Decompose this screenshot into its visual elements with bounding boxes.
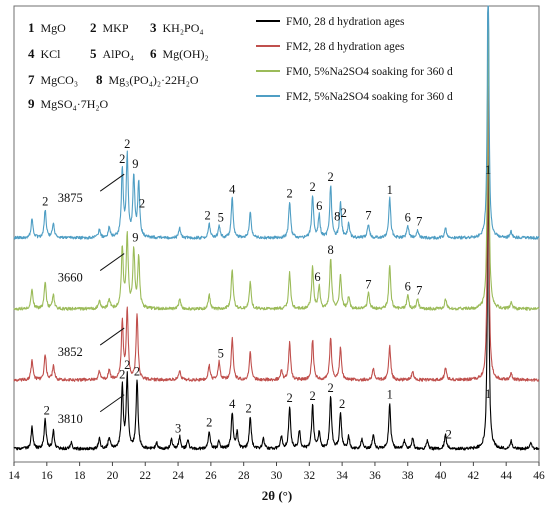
peak-label: 7 xyxy=(365,209,371,223)
phase-legend-item: 6 Mg(OH)₂ xyxy=(150,46,209,61)
peak-label: 7 xyxy=(365,278,371,292)
peak-label: 5 xyxy=(218,210,224,224)
peak-label: 2 xyxy=(119,152,125,166)
legend-label: FM0, 28 d hydration ages xyxy=(286,16,405,28)
series-line-1 xyxy=(13,85,540,382)
peak-label: 6 xyxy=(314,270,320,284)
peak-label: 2 xyxy=(286,187,292,201)
peak-label: 2 xyxy=(44,403,50,417)
peak-label: 3 xyxy=(175,421,181,435)
plot-frame xyxy=(13,5,540,463)
peak-label: 6 xyxy=(405,211,411,225)
phase-legend-item: 8 Mg₃(PO₄)₂·22H₂O xyxy=(96,72,199,87)
x-tick-label: 38 xyxy=(402,470,414,482)
x-tick-label: 24 xyxy=(172,470,184,482)
x-tick-label: 42 xyxy=(468,470,480,482)
peak-label: 6 xyxy=(405,280,411,294)
peak-label: 2 xyxy=(339,397,345,411)
x-tick-label: 40 xyxy=(435,470,447,482)
peak-label: 2 xyxy=(204,209,210,223)
phase-legend-item: 3 KH₂PO₄ xyxy=(150,20,204,35)
x-tick-label: 14 xyxy=(8,470,20,482)
peak-label: 2 xyxy=(327,381,333,395)
callout-leader xyxy=(99,253,125,272)
peak-label: 1 xyxy=(485,387,491,401)
peak-label: 2 xyxy=(446,428,452,442)
series-line-2 xyxy=(13,16,540,311)
peak-label: 2 xyxy=(139,197,145,211)
series-layer xyxy=(13,5,540,451)
callout-label: 3852 xyxy=(58,345,83,359)
peak-label: 7 xyxy=(416,215,422,229)
x-tick-label: 36 xyxy=(369,470,381,482)
peak-label: 5 xyxy=(218,346,224,360)
peak-label: 4 xyxy=(229,397,236,411)
peak-label: 2 xyxy=(245,402,251,416)
phase-legend-item: 9 MgSO₄·7H₂O xyxy=(28,96,109,111)
phase-legend-item: 5 AlPO₄ xyxy=(90,46,134,61)
callout-label: 3875 xyxy=(58,191,83,205)
peak-label: 2 xyxy=(309,180,315,194)
peak-label: 8 xyxy=(327,243,333,257)
phase-legend-item: 1 MgO xyxy=(28,20,66,35)
legend-label: FM2, 5%Na2SO4 soaking for 360 d xyxy=(286,91,453,103)
series-legend: FM0, 28 d hydration ages FM2, 28 d hydrat… xyxy=(256,16,453,103)
x-axis: 14 16 18 20 22 24 26 28 30 32 34 36 38 40 42 44 46 xyxy=(8,462,545,482)
peak-label: 2 xyxy=(42,195,48,209)
peak-label: 2 xyxy=(327,170,333,184)
peak-label: 8 xyxy=(334,210,340,224)
phase-legend-item: 4 KCl xyxy=(28,46,61,61)
peak-label: 2 xyxy=(341,206,347,220)
peak-label: 2 xyxy=(124,358,130,372)
x-tick-label: 18 xyxy=(74,470,86,482)
callout-leader xyxy=(99,327,125,346)
peak-label: 1 xyxy=(485,163,491,177)
x-tick-label: 22 xyxy=(140,470,152,482)
legend-label: FM0, 5%Na2SO4 soaking for 360 d xyxy=(286,66,453,78)
x-tick-label: 16 xyxy=(41,470,53,482)
peak-label: 2 xyxy=(206,416,212,430)
callout-leader xyxy=(99,173,125,192)
series-line-3 xyxy=(13,5,540,240)
phase-legend-item: 7 MgCO₃ xyxy=(28,72,78,87)
peak-label: 2 xyxy=(119,368,125,382)
x-tick-label: 46 xyxy=(533,470,545,482)
legend-label: FM2, 28 d hydration ages xyxy=(286,41,405,53)
phase-legend-item: 2 MKP xyxy=(90,20,129,35)
x-axis-label: 2θ (°) xyxy=(262,488,292,503)
x-tick-label: 34 xyxy=(336,470,348,482)
peak-label: 2 xyxy=(309,389,315,403)
peak-label: 1 xyxy=(387,183,393,197)
peak-label: 6 xyxy=(316,199,322,213)
peak-label: 2 xyxy=(134,365,140,379)
x-tick-label: 26 xyxy=(205,470,217,482)
x-tick-label: 30 xyxy=(271,470,283,482)
peak-label: 9 xyxy=(132,157,138,171)
peak-label: 4 xyxy=(229,183,236,197)
peak-label: 9 xyxy=(132,231,138,245)
series-line-0 xyxy=(13,155,540,451)
phase-legend: 1 MgO 2 MKP 3 KH₂PO₄ 4 KCl 5 AlPO₄ 6 Mg(OH)₂ 7 MgCO₃ 8… xyxy=(28,20,209,111)
callout-leader xyxy=(99,394,125,413)
peak-label: 1 xyxy=(387,388,393,402)
x-tick-label: 44 xyxy=(500,470,512,482)
callout-label: 3660 xyxy=(58,271,83,285)
peak-label: 2 xyxy=(124,137,130,151)
x-tick-label: 20 xyxy=(107,470,119,482)
x-tick-label: 28 xyxy=(238,470,250,482)
x-tick-label: 32 xyxy=(304,470,316,482)
callout-label: 3810 xyxy=(58,412,83,426)
peak-label: 2 xyxy=(286,391,292,405)
peak-label: 7 xyxy=(416,284,422,298)
